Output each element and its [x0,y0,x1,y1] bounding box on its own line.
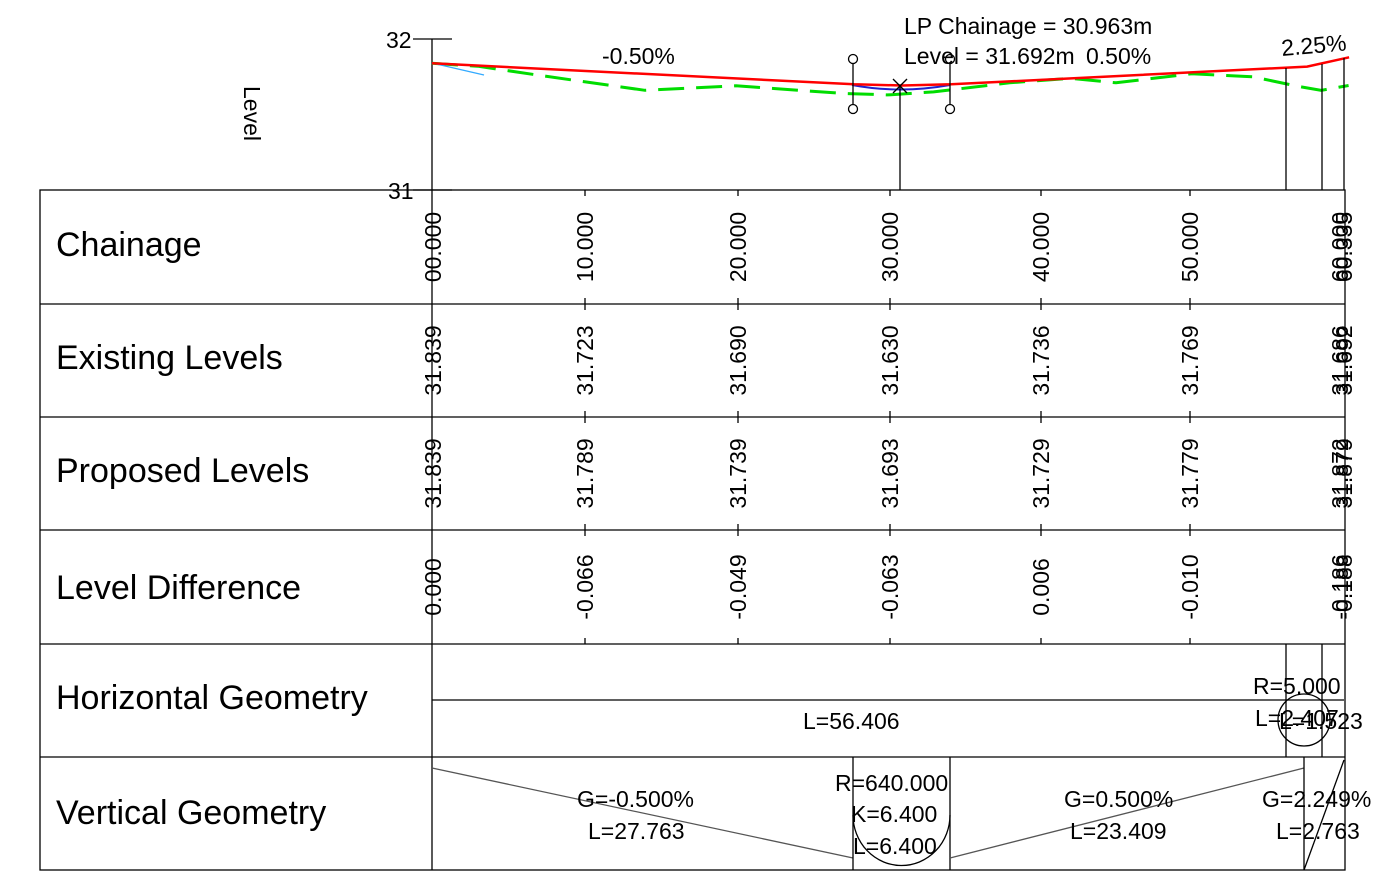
cell-existing-3: 31.630 [877,325,903,395]
level-axis-label: Level [239,86,265,141]
vc-start-marker-bottom [847,103,859,115]
cell-proposed-0: 31.839 [420,438,446,508]
hg-curve-symbol [1277,693,1331,747]
y-tick-label-31: 31 [388,178,414,204]
cell-proposed-3: 31.693 [877,438,903,508]
lp-level-text: Level = 31.692m [904,43,1075,69]
hg-curve-length-2: L=1.523 [1279,708,1363,734]
row-label-chainage: Chainage [56,226,202,264]
row-label-level-difference: Level Difference [56,569,301,607]
cell-existing-4: 31.736 [1028,325,1054,395]
hg-straight-length: L=56.406 [803,708,900,734]
vg-curve-symbol [852,814,951,867]
row-label-proposed-levels: Proposed Levels [56,452,309,490]
vg-grade-1-line [431,767,854,859]
cell-end-difference-0: -0.186 [1327,554,1353,619]
row-label-existing-levels: Existing Levels [56,339,283,377]
proposed-level-line [431,56,1350,87]
cell-proposed-5: 31.779 [1177,438,1203,508]
cell-difference-4: 0.006 [1028,558,1054,616]
row-label-vertical-geometry: Vertical Geometry [56,794,326,832]
vg-grade-1-length: L=27.763 [588,818,685,844]
vc-end-marker-bottom [944,103,956,115]
cell-difference-3: -0.063 [877,554,903,619]
grade-label-2: 0.50% [1086,43,1151,69]
vg-grade-2-value: G=0.500% [1064,786,1173,812]
cell-difference-5: -0.010 [1177,554,1203,619]
cell-proposed-2: 31.739 [725,438,751,508]
cell-end-proposed-0: 31.872 [1327,438,1353,508]
cell-end-proposed-1: 31.879 [1331,438,1357,508]
cell-difference-1: -0.066 [572,554,598,619]
vg-grade-2-length: L=23.409 [1070,818,1167,844]
vg-grade-1-value: G=-0.500% [577,786,694,812]
cell-existing-5: 31.769 [1177,325,1203,395]
cell-chainage-1: 10.000 [572,212,598,282]
vc-end-marker-top [944,53,956,65]
row-label-horizontal-geometry: Horizontal Geometry [56,679,368,717]
vg-grade-3-length: L=2.763 [1276,818,1360,844]
horizontal-geometry-row: L=56.406 R=5.000 L=2.407 L=1.523 [432,644,1363,757]
cell-difference-0: 0.000 [420,558,446,616]
grade-label-1: -0.50% [602,43,675,69]
vg-curve-k: K=6.400 [851,801,937,827]
cell-existing-2: 31.690 [725,325,751,395]
value-columns: 00.000 31.839 31.839 0.000 10.000 31.723 31.78… [420,190,1357,644]
hg-curve-length-1: L=2.407 [1255,705,1339,731]
cell-end-chainage-1: 60.335 [1331,212,1357,282]
data-table: Chainage Existing Levels Proposed Levels… [39,189,1371,871]
vg-grade-3-slash [1303,759,1345,871]
vg-grade-3-value: G=2.249% [1262,786,1371,812]
existing-ground-line [431,61,1349,97]
profile-plot: Level 32 31 -0.50% 0.50% 2.25% LP Chaina… [239,13,1350,204]
cell-chainage-3: 30.000 [877,212,903,282]
approach-tangent-line [431,62,485,76]
cell-chainage-4: 40.000 [1028,212,1054,282]
cell-existing-1: 31.723 [572,325,598,395]
vg-curve-radius: R=640.000 [835,770,948,796]
hg-curve-radius: R=5.000 [1253,673,1341,699]
y-tick-label-32: 32 [386,27,412,53]
vg-curve-length: L=6.400 [853,833,937,859]
cell-chainage-0: 00.000 [420,212,446,282]
cell-chainage-2: 20.000 [725,212,751,282]
cell-difference-2: -0.049 [725,554,751,619]
lp-chainage-text: LP Chainage = 30.963m [904,13,1152,39]
cell-end-chainage-0: 60.000 [1327,212,1353,282]
cell-proposed-4: 31.729 [1028,438,1054,508]
cell-end-existing-1: 31.692 [1331,325,1357,395]
cell-chainage-5: 50.000 [1177,212,1203,282]
cell-end-existing-0: 31.686 [1327,325,1353,395]
cell-end-difference-1: -0.188 [1331,554,1357,619]
vc-start-marker-top [847,53,859,65]
cell-proposed-1: 31.789 [572,438,598,508]
grade-label-3: 2.25% [1280,29,1347,61]
cell-existing-0: 31.839 [420,325,446,395]
vertical-geometry-row: G=-0.500% L=27.763 R=640.000 K=6.400 L=6… [431,757,1371,871]
vg-grade-2-line [949,767,1305,859]
